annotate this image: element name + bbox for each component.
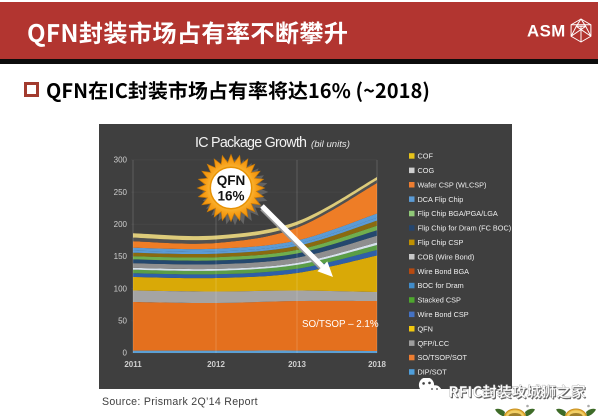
svg-text:2012: 2012: [207, 360, 225, 369]
svg-text:Flip Chip CSP: Flip Chip CSP: [418, 238, 464, 247]
svg-text:ASM: ASM: [527, 22, 566, 41]
svg-text:BOC for Dram: BOC for Dram: [418, 281, 464, 290]
svg-text:DIP/SOT: DIP/SOT: [418, 368, 448, 377]
svg-text:COG: COG: [418, 166, 435, 175]
svg-text:SO/TSOP – 2.1%: SO/TSOP – 2.1%: [302, 319, 379, 330]
svg-text:0: 0: [123, 349, 128, 358]
svg-text:Wire Bond BGA: Wire Bond BGA: [418, 267, 470, 276]
svg-text:200: 200: [114, 220, 128, 229]
svg-text:250: 250: [114, 188, 128, 197]
svg-text:DCA Flip Chip: DCA Flip Chip: [418, 195, 464, 204]
svg-text:QFP/LCC: QFP/LCC: [418, 339, 450, 348]
svg-text:300: 300: [114, 156, 128, 165]
svg-text:COF: COF: [418, 152, 434, 161]
svg-text:16%: 16%: [217, 189, 244, 204]
svg-text:Wire Bond CSP: Wire Bond CSP: [418, 310, 469, 319]
svg-text:Wafer CSP (WLCSP): Wafer CSP (WLCSP): [418, 180, 487, 189]
svg-text:2013: 2013: [288, 360, 306, 369]
svg-text:2018: 2018: [368, 360, 386, 369]
svg-text:COB (Wire Bond): COB (Wire Bond): [418, 252, 475, 261]
svg-text:QFN: QFN: [418, 324, 433, 333]
svg-text:50: 50: [118, 317, 127, 326]
svg-text:Stacked CSP: Stacked CSP: [418, 296, 462, 305]
svg-text:2011: 2011: [124, 360, 142, 369]
svg-text:SO/TSOP/SOT: SO/TSOP/SOT: [418, 353, 468, 362]
svg-text:100: 100: [114, 284, 128, 293]
svg-text:150: 150: [114, 252, 128, 261]
svg-text:IC Package Growth: IC Package Growth: [195, 135, 307, 151]
svg-text:QFN: QFN: [217, 173, 246, 188]
svg-text:(bil units): (bil units): [311, 139, 350, 150]
svg-text:Flip Chip for Dram (FC BOC): Flip Chip for Dram (FC BOC): [418, 224, 512, 233]
svg-text:Flip Chip BGA/PGA/LGA: Flip Chip BGA/PGA/LGA: [418, 209, 498, 218]
